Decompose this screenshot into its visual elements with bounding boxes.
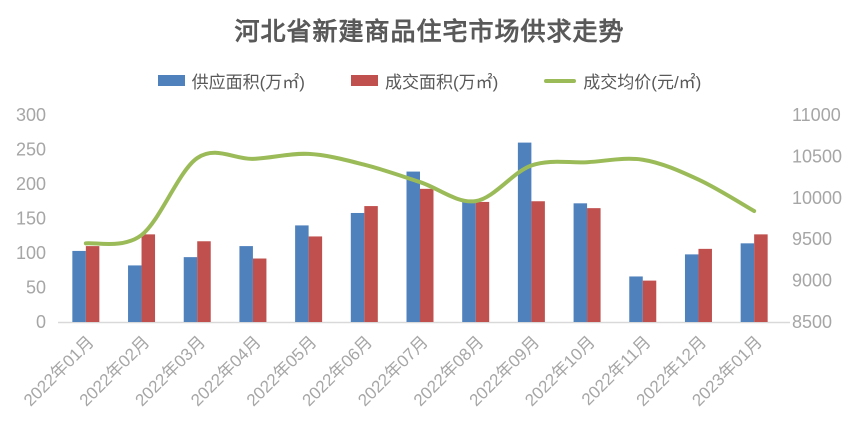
left-axis-tick: 0: [36, 312, 46, 332]
bar-deal-2022年11月: [642, 280, 657, 322]
bar-deal-2022年08月: [475, 201, 490, 322]
bar-deal-2022年01月: [85, 246, 100, 322]
right-axis-tick: 9000: [792, 271, 832, 291]
bar-supply-2022年03月: [183, 257, 198, 322]
deal-bar-swatch-icon: [350, 75, 378, 86]
price-line-swatch-icon: [544, 78, 577, 83]
right-axis-tick: 8500: [792, 312, 832, 332]
right-axis-tick: 9500: [792, 229, 832, 249]
bar-deal-2022年09月: [531, 201, 545, 322]
legend-label-supply-area: 供应面积(万㎡): [191, 73, 305, 92]
bar-supply-2022年02月: [128, 265, 142, 322]
bar-deal-2022年02月: [141, 234, 156, 322]
left-axis-tick: 50: [26, 278, 46, 298]
bar-deal-2022年03月: [197, 241, 211, 322]
bar-supply-2022年12月: [684, 254, 699, 322]
left-axis-tick: 300: [16, 105, 46, 125]
legend-item-supply-area: 供应面积(万㎡): [157, 68, 305, 93]
bar-supply-2022年08月: [462, 200, 476, 322]
bar-supply-2023年01月: [740, 243, 755, 322]
bar-deal-2022年07月: [420, 188, 434, 322]
right-axis-tick: 10500: [792, 146, 842, 166]
bar-supply-2022年01月: [72, 250, 86, 322]
bar-supply-2022年10月: [573, 203, 588, 322]
legend-label-deal-area: 成交面积(万㎡): [384, 73, 499, 92]
bar-deal-2023年01月: [754, 234, 768, 322]
bar-supply-2022年07月: [406, 171, 420, 322]
legend: 供应面积(万㎡) 成交面积(万㎡) 成交均价(元/㎡): [0, 68, 859, 93]
bar-deal-2022年05月: [308, 236, 323, 322]
bar-supply-2022年06月: [350, 212, 365, 322]
supply-bar-swatch-icon: [157, 75, 185, 86]
legend-label-avg-price: 成交均价(元/㎡): [583, 73, 702, 92]
price-line: [83, 150, 757, 247]
right-axis-tick: 11000: [792, 105, 841, 125]
bar-deal-2022年10月: [587, 208, 601, 322]
left-axis-tick: 100: [16, 243, 46, 263]
left-axis-tick: 200: [16, 174, 46, 194]
left-axis-tick: 150: [16, 209, 46, 229]
legend-item-deal-area: 成交面积(万㎡): [350, 68, 499, 93]
bar-deal-2022年06月: [364, 206, 378, 322]
bar-deal-2022年04月: [252, 258, 267, 322]
bar-supply-2022年09月: [517, 142, 532, 322]
bar-supply-2022年11月: [629, 276, 643, 322]
left-axis-tick: 250: [16, 140, 46, 160]
bar-supply-2022年04月: [239, 246, 253, 322]
bar-supply-2022年05月: [295, 225, 309, 322]
right-axis-tick: 10000: [792, 188, 842, 208]
chart-title: 河北省新建商品住宅市场供求走势: [234, 18, 625, 46]
bar-deal-2022年12月: [698, 248, 712, 322]
legend-item-avg-price: 成交均价(元/㎡): [544, 68, 701, 93]
